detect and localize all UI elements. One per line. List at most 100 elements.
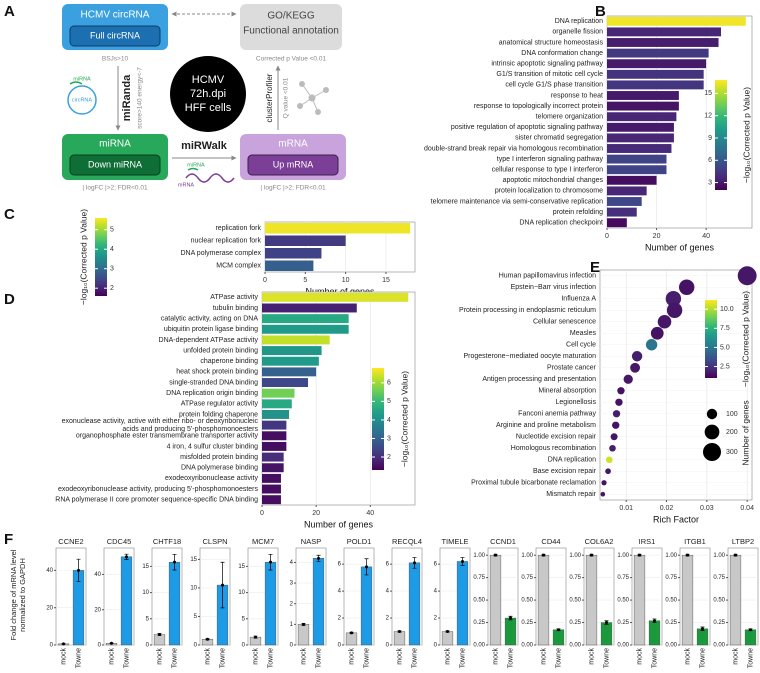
y-tick-label: Human papillomavirus infection [499, 273, 596, 280]
size-legend-symbol [706, 408, 718, 420]
bar [262, 463, 284, 473]
y-tick-label: DNA-dependent ATPase activity [159, 337, 259, 344]
size-legend-symbol [702, 442, 722, 462]
node-box [240, 4, 342, 50]
y-tick-label: heat shock protein binding [176, 369, 258, 376]
y-tick-label: 0 [50, 643, 54, 649]
bar [633, 554, 646, 646]
y-tick-label: exodeoxyribonuclease activity, producing… [58, 486, 259, 493]
y-tick-label: 20 [94, 607, 101, 613]
y-tick-label: response to heat [551, 92, 603, 99]
bar [607, 197, 642, 206]
colorbar-tick-label: 2.5 [720, 363, 730, 370]
mean-point [557, 628, 560, 632]
diagram: A HCMV circRNA Full circRNA BSJs>10 GO/K… [4, 3, 346, 192]
bar [262, 367, 317, 377]
y-tick-label: Antigen processing and presentation [482, 376, 596, 383]
mean-point [605, 621, 608, 625]
y-tick-label: 5 [242, 616, 246, 622]
node-inner [69, 25, 161, 47]
y-tick-label: Proximal tubule bicarbonate reclamation [471, 480, 596, 487]
y-tick-label: 0 [146, 643, 150, 649]
y-tick-label: Arginine and proline metabolism [496, 422, 596, 429]
x-tick-label: mock [636, 648, 643, 665]
bar [600, 622, 613, 646]
bar [262, 314, 349, 324]
chart-title: ITGB1 [684, 537, 706, 546]
x-tick-label: Towne [123, 648, 130, 668]
y-tick-label: 0.25 [521, 620, 533, 626]
x-tick-label: 5 [303, 277, 307, 284]
y-tick-label: apoptotic mitochondrial changes [503, 177, 604, 184]
x-tick-label: 40 [366, 510, 374, 517]
x-tick-label: Towne [459, 648, 466, 668]
panel-label: A [4, 3, 15, 20]
bar [696, 628, 709, 646]
bar [408, 562, 421, 646]
point [609, 444, 616, 452]
label-line: exonuclease activity, active with either… [62, 418, 259, 425]
bar [504, 617, 517, 646]
colorbar-tick-label: 5 [387, 398, 391, 405]
edge-label: miRanda [121, 74, 133, 121]
bar [607, 165, 667, 175]
y-tick-label: single-stranded DNA binding [169, 379, 258, 386]
bar [607, 69, 704, 79]
mean-point [494, 553, 497, 557]
y-tick-label: 0.50 [569, 598, 581, 604]
x-tick-label: mock [108, 648, 115, 665]
x-tick-label: Towne [75, 648, 82, 668]
center-text: HCMV [192, 74, 225, 86]
chart-title: RECQL4 [392, 537, 422, 546]
bar [262, 346, 322, 356]
colorbar-tick-label: 10.0 [720, 306, 734, 313]
bar [168, 561, 181, 646]
y-tick-label: 0.50 [473, 598, 485, 604]
x-tick-label: mock [444, 648, 451, 665]
x-tick-label: Towne [267, 648, 274, 668]
point [623, 374, 633, 384]
colorbar [715, 80, 727, 190]
y-tick-label: 4 [434, 589, 438, 595]
bar [360, 566, 373, 646]
y-tick-label: telomere maintenance via semi-conservati… [431, 198, 603, 205]
x-tick-label: Towne [555, 648, 562, 668]
y-tick-label: replication fork [215, 225, 261, 232]
bar [607, 38, 719, 47]
y-tick-label: cellular response to type I interferon [492, 167, 603, 174]
y-tick-label: 40 [46, 568, 53, 574]
y-tick-label: nuclear replication fork [191, 238, 262, 245]
center-text: 72h.dpi [190, 88, 226, 100]
mean-point [542, 553, 545, 557]
y-tick-label: ubiquitin protein ligase binding [164, 326, 258, 333]
point [610, 433, 618, 441]
node-subtitle: Up mRNA [273, 159, 314, 169]
node-note: Corrected p Value <0.01 [256, 56, 327, 63]
node-title: mRNA [278, 139, 308, 150]
y-tick-label: 4 [338, 589, 342, 595]
edge-label: clusterProfiler [265, 73, 274, 122]
colorbar-tick-label: 7.5 [720, 325, 730, 332]
y-tick-label: 0.00 [665, 643, 677, 649]
x-tick-label: Towne [315, 648, 322, 668]
y-tick-label: Cell cycle [566, 342, 596, 349]
y-tick-label: protein refolding [553, 209, 603, 216]
size-legend-title: Number of genes [740, 400, 750, 465]
bar [262, 356, 319, 366]
x-tick-label: 0 [605, 233, 609, 240]
y-tick-label: DNA polymerase complex [180, 250, 261, 257]
node-inner [69, 154, 161, 176]
y-tick-label: 1.00 [617, 553, 629, 559]
x-tick-label: mock [60, 648, 67, 665]
mean-point [254, 635, 257, 639]
y-tick-label: telomere organization [536, 114, 603, 121]
node-note: | logFC |>2; FDR<0.01 [82, 185, 148, 192]
bar [265, 223, 411, 234]
y-tick-label: 10 [190, 586, 197, 592]
point [657, 314, 672, 329]
point [630, 362, 641, 373]
bar [607, 16, 746, 26]
y-tick-label: 4 [290, 560, 294, 566]
y-tick-label: Fanconi anemia pathway [518, 411, 596, 418]
bar [607, 133, 674, 143]
